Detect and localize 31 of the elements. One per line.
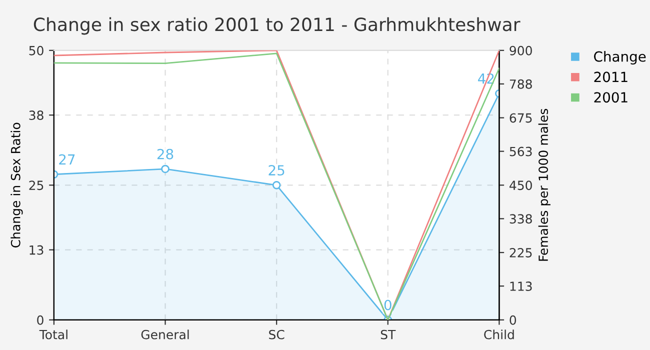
data-label: 28 — [157, 148, 174, 160]
chart-title: Change in sex ratio 2001 to 2011 - Garhmukhteshwar — [34, 17, 520, 35]
y2-tick-label: 225 — [510, 248, 532, 258]
y2-tick-label: 0 — [510, 315, 516, 325]
data-label: 0 — [384, 300, 392, 310]
y-tick-label: 25 — [29, 180, 44, 190]
data-label: 27 — [59, 154, 75, 165]
y2-tick-label: 900 — [510, 46, 532, 56]
y2-tick-label: 788 — [510, 79, 532, 89]
y-axis-title: Change in Sex Ratio — [10, 122, 23, 248]
point — [161, 164, 170, 174]
y2-tick-label: 450 — [510, 180, 532, 190]
x-tick-label: ST — [380, 330, 396, 340]
y2-tick-label: 338 — [510, 214, 532, 224]
y2-axis-title: Females per 1000 males — [538, 108, 550, 261]
y-tick-label: 13 — [30, 245, 44, 255]
y2-tick-label: 563 — [510, 146, 532, 156]
x-tick-label: General — [141, 330, 189, 340]
legend-label: 2001 — [594, 92, 628, 103]
y2-tick-label: 675 — [510, 113, 532, 123]
y2-tick-label: 113 — [510, 282, 532, 291]
legend-label: 2011 — [594, 72, 628, 82]
y-tick-label: 38 — [29, 110, 44, 120]
data-label: 25 — [268, 165, 284, 176]
x-tick-label: Child — [484, 330, 514, 340]
x-tick-label: Total — [39, 330, 68, 340]
point — [272, 180, 281, 190]
y-tick-label: 50 — [29, 46, 44, 56]
legend-label: Change — [594, 51, 646, 64]
y-tick-label: 0 — [37, 315, 44, 325]
x-tick-label: SC — [269, 330, 284, 340]
